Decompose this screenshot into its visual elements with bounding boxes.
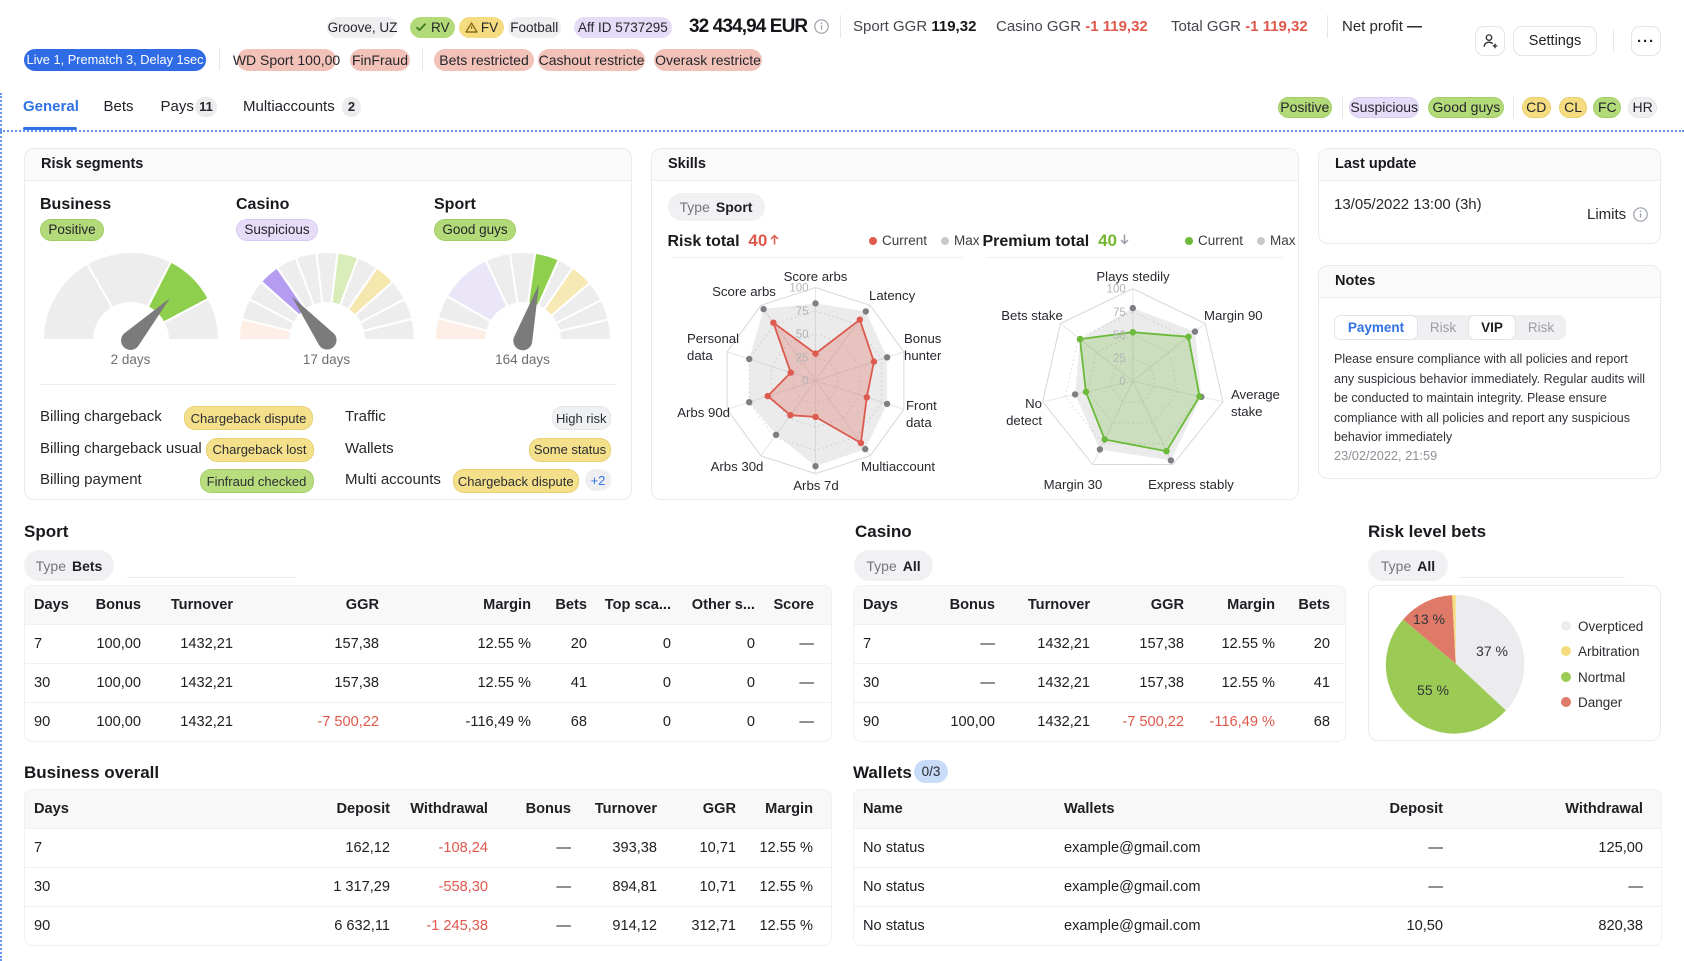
svg-text:Arbs 30d: Arbs 30d	[711, 459, 764, 474]
svg-text:13 %: 13 %	[1413, 611, 1445, 627]
svg-text:Bets stake: Bets stake	[1001, 308, 1063, 323]
svg-text:Score arbs: Score arbs	[784, 269, 848, 284]
svg-text:Personal: Personal	[687, 331, 739, 346]
svg-text:Score arbs: Score arbs	[712, 284, 776, 299]
svg-text:data: data	[906, 415, 932, 430]
svg-text:100: 100	[1107, 284, 1126, 296]
svg-text:25: 25	[796, 352, 809, 364]
svg-text:37 %: 37 %	[1476, 643, 1508, 659]
svg-text:Margin 90: Margin 90	[1204, 308, 1263, 323]
svg-text:hunter: hunter	[904, 348, 942, 363]
svg-text:Average: Average	[1231, 387, 1280, 402]
svg-text:0: 0	[1119, 376, 1125, 388]
svg-text:No: No	[1025, 396, 1042, 411]
svg-text:stake: stake	[1231, 404, 1263, 419]
svg-text:Arbs 90d: Arbs 90d	[677, 405, 730, 420]
svg-text:Plays stedily: Plays stedily	[1096, 269, 1170, 284]
svg-text:55 %: 55 %	[1417, 682, 1449, 698]
svg-text:Multiaccount: Multiaccount	[861, 459, 935, 474]
svg-text:Margin 30: Margin 30	[1044, 477, 1103, 492]
svg-text:25: 25	[1113, 353, 1126, 365]
svg-text:Bonus: Bonus	[904, 331, 942, 346]
svg-text:50: 50	[796, 329, 809, 341]
svg-text:detect: detect	[1006, 413, 1042, 428]
svg-text:50: 50	[1113, 330, 1126, 342]
svg-text:Express stably: Express stably	[1148, 477, 1234, 492]
svg-text:100: 100	[789, 283, 808, 295]
svg-text:0: 0	[802, 376, 808, 388]
svg-text:75: 75	[1113, 307, 1126, 319]
svg-text:data: data	[687, 348, 713, 363]
svg-text:Latency: Latency	[869, 288, 916, 303]
svg-text:75: 75	[796, 306, 809, 318]
svg-text:Arbs 7d: Arbs 7d	[793, 478, 838, 493]
svg-text:Front: Front	[906, 398, 937, 413]
